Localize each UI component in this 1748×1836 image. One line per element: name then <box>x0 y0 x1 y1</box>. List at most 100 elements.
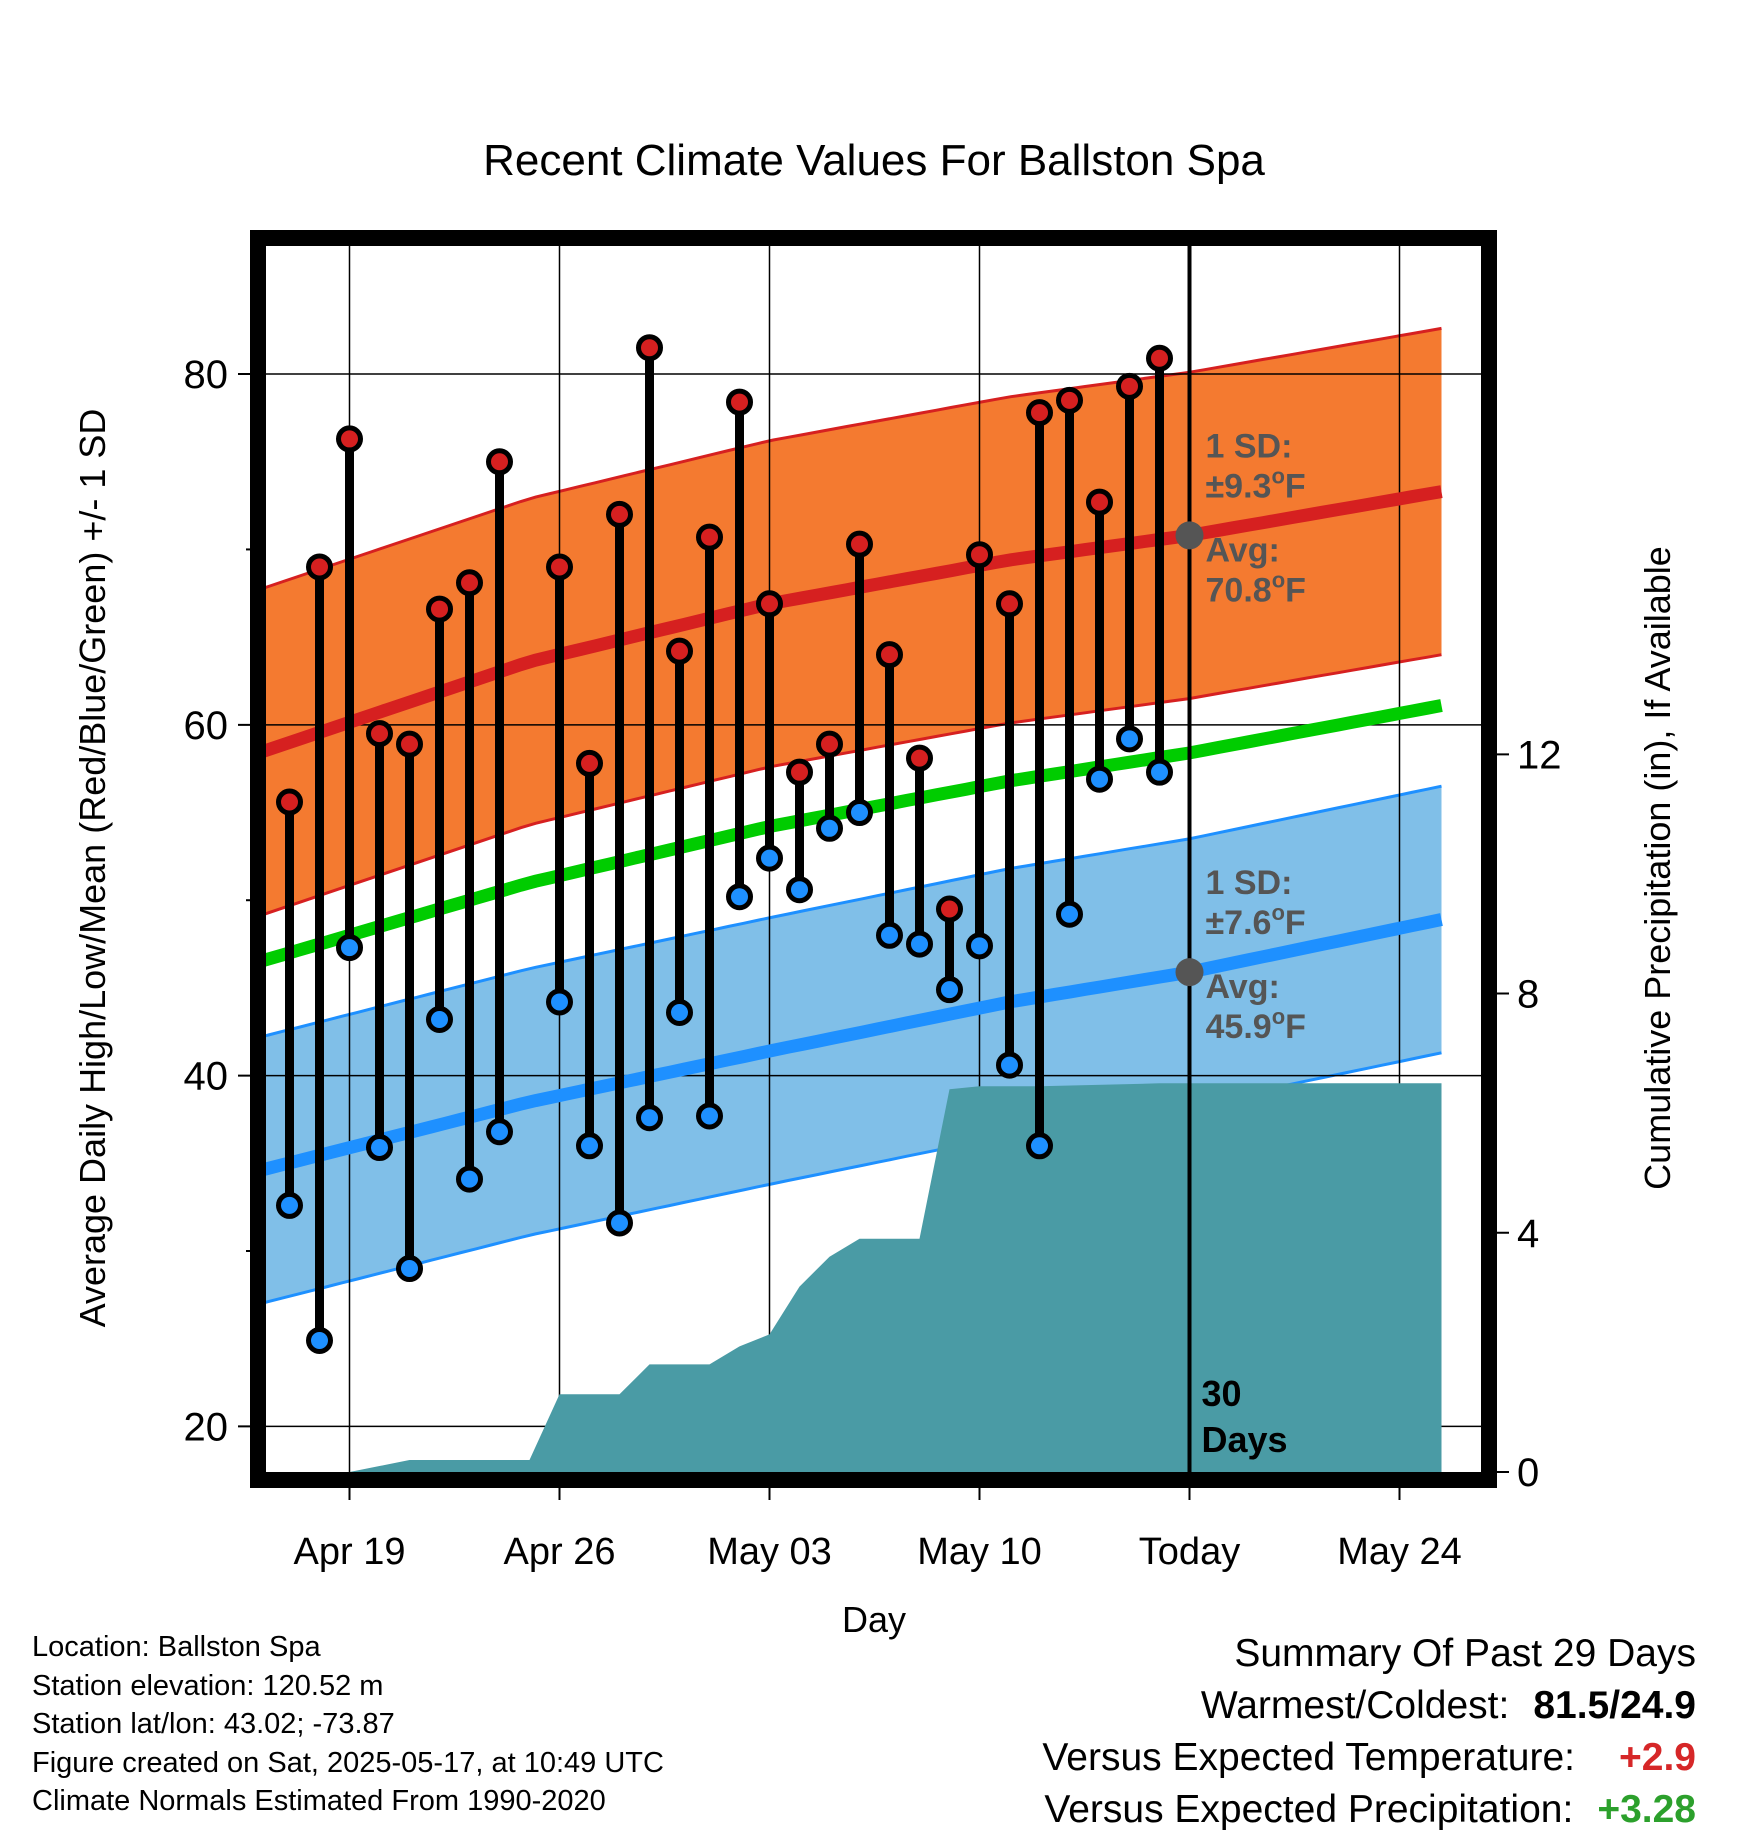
daily-low-point <box>726 883 753 911</box>
daily-low-point <box>1116 725 1143 753</box>
high-sd-label: 1 SD: <box>1206 427 1293 465</box>
normals-text: Climate Normals Estimated From 1990-2020 <box>32 1785 606 1817</box>
y2-tick-label: 4 <box>1517 1212 1539 1256</box>
daily-low-point <box>486 1118 513 1146</box>
y2-axis-label: Cumulative Precipitation (in), If Availa… <box>1637 546 1678 1190</box>
daily-high-point <box>1116 372 1143 400</box>
daily-low-point <box>816 814 843 842</box>
daily-high-point <box>996 590 1023 618</box>
y-tick-label: 40 <box>184 1055 229 1099</box>
daily-low-point <box>906 930 933 958</box>
precip-anomaly-value: +3.28 <box>1597 1788 1696 1831</box>
daily-low-point <box>426 1005 453 1033</box>
daily-low-point <box>846 799 873 827</box>
x-tick-label: Today <box>1139 1531 1240 1573</box>
y-tick-label: 60 <box>184 704 229 748</box>
daily-low-point <box>1026 1132 1053 1160</box>
high-sd-value: ±9.3oF <box>1206 463 1306 505</box>
daily-high-point <box>1146 344 1173 372</box>
high-band-lower-edge <box>266 653 1442 916</box>
daily-high-point <box>366 720 393 748</box>
warmest-value: 81.5/24.9 <box>1533 1684 1696 1727</box>
today-low-avg-marker <box>1175 958 1204 987</box>
daily-high-point <box>456 569 483 597</box>
days-word: Days <box>1202 1419 1288 1460</box>
today-high-avg-marker <box>1175 521 1204 550</box>
chart-title: Recent Climate Values For Ballston Spa <box>483 136 1265 185</box>
y-tick-label: 80 <box>184 353 229 397</box>
warmest-label: Warmest/Coldest: <box>1200 1684 1510 1727</box>
daily-low-point <box>576 1132 603 1160</box>
temp-anomaly-label: Versus Expected Temperature: <box>1042 1736 1575 1779</box>
daily-high-point <box>306 553 333 581</box>
daily-low-point <box>456 1165 483 1193</box>
station-info: Location: Ballston Spa Station elevation… <box>32 1628 664 1821</box>
daily-low-point <box>606 1209 633 1237</box>
y2-tick-label: 12 <box>1517 733 1562 777</box>
daily-high-point <box>876 641 903 669</box>
daily-high-point <box>276 788 303 816</box>
daily-high-point <box>906 744 933 772</box>
location-text: Location: Ballston Spa <box>32 1631 321 1663</box>
y2-tick-label: 0 <box>1517 1451 1539 1495</box>
x-tick-label: May 03 <box>707 1531 832 1573</box>
low-sd-value: ±7.6oF <box>1206 900 1306 942</box>
x-tick-label: Apr 19 <box>294 1531 406 1573</box>
daily-low-point <box>396 1255 423 1283</box>
x-axis-label: Day <box>842 1599 906 1640</box>
daily-low-point <box>1086 765 1113 793</box>
daily-high-point <box>666 637 693 665</box>
daily-low-point <box>546 988 573 1016</box>
created-text: Figure created on Sat, 2025-05-17, at 10… <box>32 1746 664 1779</box>
daily-high-point <box>636 334 663 362</box>
daily-high-point <box>486 448 513 476</box>
daily-high-point <box>576 749 603 777</box>
warmest-coldest-row: Warmest/Coldest: 81.5/24.9 <box>1042 1680 1696 1732</box>
high-avg-label: Avg: <box>1206 531 1280 569</box>
daily-high-point <box>426 595 453 623</box>
x-tick-label: May 24 <box>1337 1531 1462 1573</box>
daily-low-point <box>666 998 693 1026</box>
temp-anomaly-value: +2.9 <box>1619 1736 1696 1779</box>
low-sd-label: 1 SD: <box>1206 864 1293 902</box>
y-tick-label: 20 <box>184 1405 229 1449</box>
daily-low-point <box>336 934 363 962</box>
precip-anomaly-label: Versus Expected Precipitation: <box>1044 1788 1574 1831</box>
daily-high-point <box>1056 386 1083 414</box>
y2-tick-label: 8 <box>1517 973 1539 1017</box>
precipitation-area <box>266 1083 1442 1472</box>
high-band-upper-edge <box>266 326 1442 589</box>
summary-title: Summary Of Past 29 Days <box>1234 1632 1696 1675</box>
daily-high-point <box>756 590 783 618</box>
daily-high-point <box>786 758 813 786</box>
daily-low-point <box>786 876 813 904</box>
x-tick-label: May 10 <box>917 1531 1042 1573</box>
daily-high-point <box>606 500 633 528</box>
daily-low-point <box>1146 758 1173 786</box>
temp-anomaly-row: Versus Expected Temperature: +2.9 <box>1042 1732 1696 1784</box>
plot-frame <box>250 230 1497 1488</box>
normal-low-line <box>266 913 1443 1176</box>
daily-high-point <box>846 530 873 558</box>
x-tick-label: Apr 26 <box>504 1531 616 1573</box>
daily-low-point <box>636 1104 663 1132</box>
daily-high-point <box>936 895 963 923</box>
precip-anomaly-row: Versus Expected Precipitation: +3.28 <box>1042 1784 1696 1836</box>
low-band-upper-edge <box>266 784 1442 1038</box>
daily-low-point <box>276 1191 303 1219</box>
daily-high-point <box>966 541 993 569</box>
daily-high-point <box>336 425 363 453</box>
daily-high-point <box>546 553 573 581</box>
days-count: 30 <box>1202 1373 1242 1414</box>
daily-low-point <box>1056 900 1083 928</box>
summary-panel: Summary Of Past 29 Days Warmest/Coldest:… <box>1042 1628 1696 1836</box>
daily-high-point <box>1026 399 1053 427</box>
daily-high-point <box>816 730 843 758</box>
daily-low-point <box>936 976 963 1004</box>
latlon-text: Station lat/lon: 43.02; -73.87 <box>32 1708 395 1740</box>
daily-low-point <box>366 1134 393 1162</box>
daily-high-point <box>396 730 423 758</box>
elevation-text: Station elevation: 120.52 m <box>32 1669 384 1702</box>
low-avg-value: 45.9oF <box>1206 1004 1306 1046</box>
